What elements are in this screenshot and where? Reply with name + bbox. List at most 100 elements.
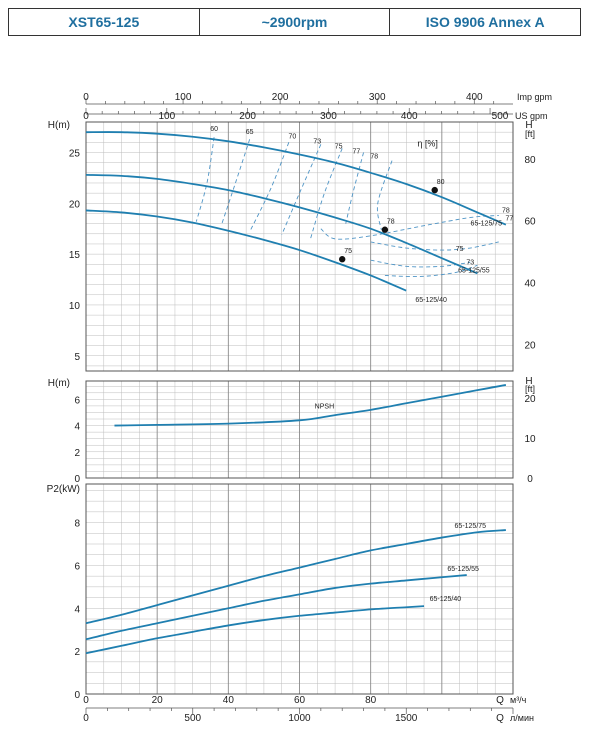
efficiency-label: 73: [466, 259, 474, 266]
power-curve: [85, 605, 425, 655]
us-gpm-tick-label: 300: [320, 111, 337, 122]
us-gpm-tick-label: 200: [239, 111, 256, 122]
q-m3h-tick-label: 40: [223, 695, 235, 706]
standard-label: ISO 9906 Annex A: [389, 9, 580, 35]
npsh-ft-tick-label: 20: [524, 394, 536, 405]
efficiency-label: 75: [335, 143, 343, 150]
efficiency-label: 75: [456, 246, 464, 253]
head-tick-label: 15: [69, 250, 81, 261]
efficiency-iso-line: [370, 259, 471, 268]
q-lmin-axis-label: Q: [496, 713, 504, 724]
power-tick-label: 0: [74, 690, 80, 701]
efficiency-iso-line: [376, 160, 393, 230]
imp-gpm-tick-label: 0: [83, 92, 89, 103]
head-curve: [85, 131, 507, 226]
q-m3h-tick-label: 60: [294, 695, 306, 706]
power-curve-label: 65-125/55: [447, 566, 479, 573]
best-efficiency-label: 75: [344, 248, 352, 255]
q-lmin-tick-label: 1500: [395, 713, 418, 724]
head-tick-label: 25: [69, 148, 81, 159]
efficiency-iso-line: [249, 142, 290, 232]
efficiency-iso-line: [320, 215, 499, 240]
head-tick-label: 10: [69, 301, 81, 312]
q-m3h-axis-label: Q: [496, 695, 504, 706]
efficiency-label: 78: [370, 154, 378, 161]
imp-gpm-tick-label: 200: [272, 92, 289, 103]
best-efficiency-point: [339, 256, 346, 263]
header-bar: XST65-125 ~2900rpm ISO 9906 Annex A: [8, 8, 581, 36]
power-axis-label: P2(kW): [47, 484, 80, 495]
npsh-ft-axis-label: H: [525, 376, 532, 387]
npsh-ft-tick-label: 10: [524, 434, 536, 445]
npsh-tick-label: 0: [74, 474, 80, 485]
power-curve-label: 65-125/75: [455, 523, 487, 530]
head-ft-tick-label: 20: [524, 341, 536, 352]
head-ft-tick-label: 60: [524, 217, 536, 228]
npsh-ft-tick-label: 0: [527, 474, 533, 485]
q-m3h-tick-label: 0: [83, 695, 89, 706]
efficiency-iso-line: [309, 148, 343, 241]
head-curve: [85, 209, 407, 292]
q-lmin-unit-label: л/мин: [510, 713, 534, 723]
efficiency-label: 73: [313, 138, 321, 145]
head-tick-label: 20: [69, 199, 81, 210]
efficiency-label: 77: [506, 216, 514, 223]
us-gpm-tick-label: 400: [401, 111, 418, 122]
best-efficiency-point: [431, 186, 438, 194]
efficiency-iso-line: [345, 152, 364, 224]
efficiency-iso-line: [220, 139, 251, 226]
us-gpm-tick-label: 500: [492, 111, 509, 122]
head-ft-axis-label: [ft]: [525, 129, 535, 139]
head-curve: [85, 173, 478, 275]
us-gpm-tick-label: 0: [83, 111, 89, 122]
best-efficiency-point: [381, 226, 389, 233]
imp-gpm-tick-label: 100: [175, 92, 192, 103]
head-curve-label: 65-125/75: [471, 221, 503, 228]
power-tick-label: 8: [74, 519, 80, 530]
efficiency-iso-line: [384, 264, 478, 278]
q-m3h-unit-label: м³/ч: [510, 695, 527, 705]
head-ft-tick-label: 40: [524, 279, 536, 290]
q-m3h-tick-label: 20: [152, 695, 164, 706]
power-tick-label: 4: [74, 604, 80, 615]
npsh-tick-label: 2: [74, 448, 80, 459]
q-m3h-tick-label: 80: [365, 695, 377, 706]
head-tick-label: 5: [74, 352, 80, 363]
head-ft-axis-label: H: [525, 120, 532, 131]
best-efficiency-label: 80: [437, 179, 445, 186]
head-curve-label: 65-125/55: [458, 267, 490, 274]
panel-frame: [85, 121, 514, 372]
q-lmin-tick-label: 0: [83, 713, 89, 724]
panel-frame: [85, 483, 514, 695]
speed-label: ~2900rpm: [198, 9, 390, 35]
npsh-axis-label: H(m): [48, 378, 70, 389]
npsh-ft-axis-label: [ft]: [525, 384, 535, 394]
power-curve-label: 65-125/40: [430, 596, 462, 603]
power-curve: [85, 529, 506, 625]
power-tick-label: 2: [74, 647, 80, 658]
imp-gpm-unit-label: Imp gpm: [517, 92, 552, 102]
us-gpm-unit-label: US gpm: [515, 111, 548, 121]
efficiency-label: 77: [353, 149, 361, 156]
efficiency-axis-label: η [%]: [417, 138, 438, 148]
imp-gpm-tick-label: 400: [466, 92, 483, 103]
q-lmin-tick-label: 500: [184, 713, 201, 724]
npsh-curve: [114, 384, 507, 427]
head-ft-tick-label: 80: [524, 155, 536, 166]
efficiency-label: 78: [502, 207, 510, 214]
power-curve: [85, 574, 467, 641]
efficiency-iso-line: [195, 137, 215, 222]
npsh-curve-label: NPSH: [315, 404, 334, 411]
power-tick-label: 6: [74, 561, 80, 572]
efficiency-iso-line: [370, 241, 499, 251]
panel-frame: [85, 380, 514, 479]
head-axis-label: H(m): [48, 120, 70, 131]
imp-gpm-tick-label: 300: [369, 92, 386, 103]
efficiency-label: 65: [246, 129, 254, 136]
head-curve-label: 65-125/40: [415, 297, 447, 304]
npsh-tick-label: 4: [74, 422, 80, 433]
efficiency-label: 70: [288, 133, 296, 140]
us-gpm-tick-label: 100: [158, 111, 175, 122]
model-name: XST65-125: [68, 14, 140, 30]
